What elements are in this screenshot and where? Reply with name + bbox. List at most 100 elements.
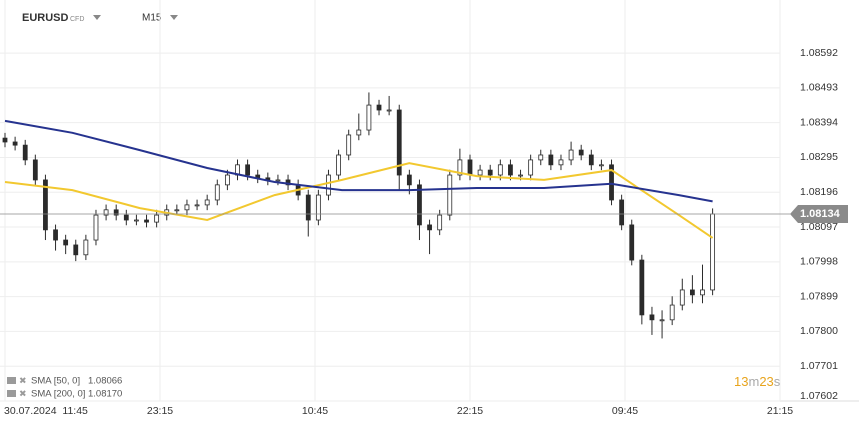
candle-body — [609, 164, 614, 201]
candle-body — [194, 204, 200, 207]
candle-body — [689, 289, 695, 296]
candle-body — [305, 194, 311, 221]
candle-body — [457, 159, 463, 176]
grid — [0, 0, 781, 402]
y-tick-label: 1.08196 — [800, 186, 838, 198]
plot — [0, 92, 790, 339]
toolbar: EURUSD CFD M15 — [22, 12, 178, 24]
candle-body — [649, 314, 655, 321]
candle-body — [346, 134, 352, 156]
candle-body — [245, 164, 251, 176]
y-tick-label: 1.08394 — [800, 116, 838, 128]
candle-body — [103, 209, 109, 216]
y-tick-label: 1.07800 — [800, 325, 838, 337]
interval[interactable]: M15 — [142, 13, 162, 24]
candle-body — [599, 164, 604, 167]
candle-body — [548, 154, 554, 166]
legend-name: SMA [50, 0] — [31, 376, 80, 387]
countdown-part: 13 — [734, 374, 748, 389]
candle-body — [204, 199, 210, 206]
legend-close: ✖ — [19, 375, 27, 385]
candle-body — [144, 219, 149, 223]
candle-body — [356, 129, 362, 136]
candle-body — [2, 137, 8, 143]
x-tick-label: 23:15 — [147, 405, 173, 417]
candle-body — [437, 214, 443, 231]
candle-body — [497, 164, 503, 176]
legend-icon — [7, 390, 16, 397]
candle-body — [113, 209, 119, 216]
candle-body — [32, 159, 38, 181]
x-tick-label: 22:15 — [457, 405, 483, 417]
candle-body — [568, 149, 574, 161]
candle-body — [53, 229, 58, 241]
candle-body — [214, 184, 220, 201]
x-tick-label: 30.07.2024 11:45 — [4, 405, 88, 417]
last-price-label: 1.08134 — [800, 208, 841, 220]
legend-icon — [7, 377, 16, 384]
x-tick-label: 10:45 — [302, 405, 328, 417]
candle-body — [134, 219, 139, 222]
y-tick-label: 1.07899 — [800, 290, 838, 302]
y-tick-label: 1.08295 — [800, 151, 838, 163]
candle-body — [710, 213, 716, 291]
candle-body — [93, 214, 99, 241]
candle-body — [659, 319, 665, 322]
candle-body — [326, 174, 331, 196]
countdown-part: 23 — [759, 374, 773, 389]
y-tick-label: 1.08493 — [800, 82, 838, 94]
y-tick-label: 1.07602 — [800, 390, 838, 402]
candle-body — [528, 159, 534, 176]
candle-body — [73, 244, 79, 256]
candle-body — [12, 141, 18, 146]
dropdown-arrow[interactable] — [170, 15, 178, 20]
candle-body — [467, 159, 473, 176]
candle-body — [538, 154, 544, 161]
legend: ✖ SMA [50, 0] 1.08066 ✖ SMA [200, 0] 1.08170 — [7, 375, 122, 400]
candle-body — [386, 109, 392, 112]
candle-body — [447, 174, 453, 216]
sma-line — [4, 119, 713, 203]
candle-body — [366, 104, 372, 131]
symbol[interactable]: EURUSD — [22, 12, 69, 24]
countdown-part: m — [748, 374, 759, 389]
sma-line — [4, 162, 714, 239]
candle-body — [700, 289, 705, 296]
candle-body — [477, 169, 483, 176]
y-tick-label: 1.07701 — [800, 360, 838, 372]
symbol-type: CFD — [70, 16, 84, 23]
y-tick-label: 1.08592 — [800, 47, 838, 59]
candle-body — [508, 164, 513, 176]
candle-body — [669, 304, 675, 321]
y-tick-label: 1.08097 — [800, 221, 838, 233]
candle-body — [184, 204, 190, 211]
candle-body — [376, 104, 382, 111]
candle-body — [588, 154, 594, 166]
x-tick-label: 09:45 — [612, 405, 638, 417]
axes: 1.08592 1.08493 1.08394 1.08295 1.08196 1.080… — [4, 47, 848, 417]
candle-body — [629, 224, 635, 261]
legend-value: 1.08066 — [88, 376, 122, 387]
candle-body — [558, 159, 564, 166]
candle-body — [22, 144, 28, 161]
candle-body — [275, 179, 281, 182]
candle-body — [123, 214, 129, 221]
dropdown-arrow[interactable] — [93, 15, 101, 20]
x-tick-label: 21:15 — [767, 405, 793, 417]
candle-body — [396, 109, 402, 176]
legend-close: ✖ — [19, 388, 27, 398]
candle-body — [174, 209, 180, 212]
candle-body — [518, 174, 523, 177]
countdown-part: s — [774, 374, 781, 389]
candle-body — [406, 174, 412, 186]
candle-body — [679, 289, 685, 306]
candle-body — [639, 259, 645, 316]
candle-body — [417, 184, 422, 226]
countdown: 13m23s — [734, 374, 781, 389]
candle-body — [336, 154, 341, 176]
candle-body — [315, 194, 321, 221]
candle-body — [154, 214, 160, 223]
legend-value: 1.08170 — [88, 389, 122, 400]
